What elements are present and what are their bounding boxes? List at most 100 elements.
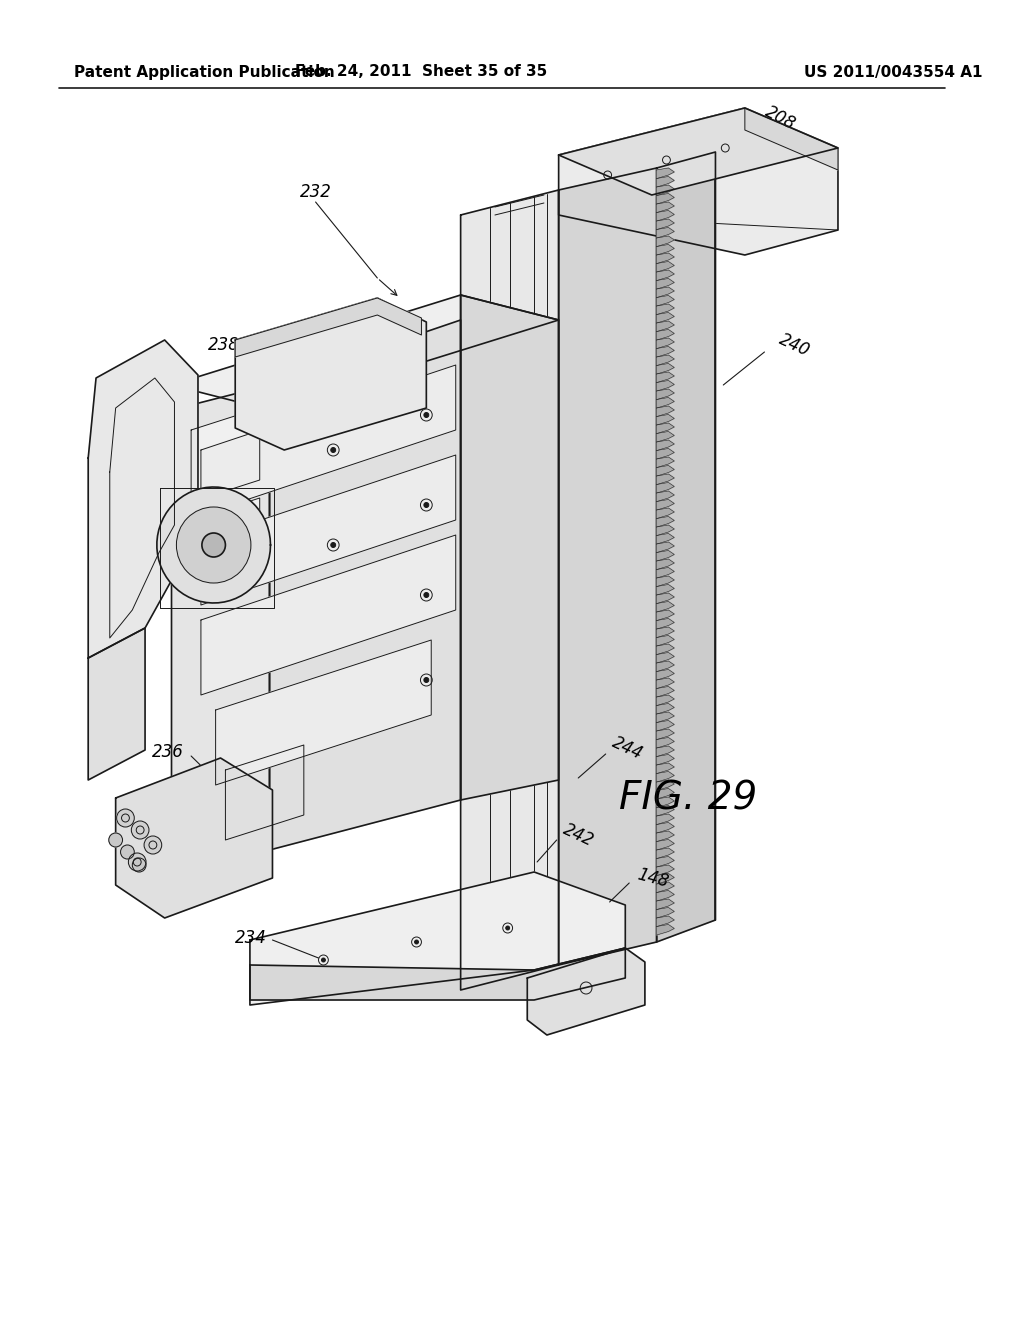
Polygon shape [656,210,674,220]
Polygon shape [656,474,674,484]
Polygon shape [269,319,461,850]
Text: Feb. 24, 2011  Sheet 35 of 35: Feb. 24, 2011 Sheet 35 of 35 [295,65,548,79]
Polygon shape [656,457,674,467]
Polygon shape [656,168,674,178]
Text: 244: 244 [609,733,646,763]
Polygon shape [461,190,559,990]
Circle shape [121,845,134,859]
Text: 238: 238 [208,337,240,354]
Text: US 2011/0043554 A1: US 2011/0043554 A1 [804,65,982,79]
Polygon shape [656,313,674,323]
Polygon shape [656,686,674,697]
Polygon shape [656,321,674,331]
Circle shape [202,533,225,557]
Text: FIG. 29: FIG. 29 [620,779,758,817]
Polygon shape [656,602,674,612]
Polygon shape [656,576,674,586]
Polygon shape [656,355,674,366]
Polygon shape [656,543,674,553]
Polygon shape [88,628,145,780]
Polygon shape [656,661,674,672]
Polygon shape [656,882,674,892]
Polygon shape [236,298,422,356]
Polygon shape [191,408,260,502]
Polygon shape [656,788,674,799]
Circle shape [506,927,510,931]
Polygon shape [559,108,838,255]
Polygon shape [656,202,674,213]
Polygon shape [656,380,674,391]
Polygon shape [171,385,269,875]
Polygon shape [656,422,674,433]
Polygon shape [656,771,674,781]
Circle shape [176,507,251,583]
Polygon shape [656,491,674,502]
Polygon shape [559,108,838,195]
Polygon shape [201,535,456,696]
Polygon shape [656,177,674,187]
Polygon shape [656,414,674,425]
Polygon shape [656,449,674,459]
Polygon shape [656,755,674,766]
Polygon shape [88,341,198,657]
Polygon shape [656,219,674,230]
Polygon shape [656,746,674,756]
Circle shape [109,833,123,847]
Polygon shape [656,593,674,603]
Circle shape [424,412,429,417]
Polygon shape [656,558,674,569]
Polygon shape [656,516,674,527]
Polygon shape [559,168,656,965]
Polygon shape [656,227,674,238]
Circle shape [424,593,429,598]
Polygon shape [656,466,674,477]
Polygon shape [656,916,674,927]
Polygon shape [656,568,674,578]
Polygon shape [656,253,674,264]
Text: Patent Application Publication: Patent Application Publication [74,65,334,79]
Polygon shape [656,261,674,272]
Text: 240: 240 [776,330,813,360]
Polygon shape [656,891,674,902]
Text: 234: 234 [234,929,266,946]
Polygon shape [656,814,674,825]
Polygon shape [656,610,674,620]
Polygon shape [656,271,674,281]
Polygon shape [656,236,674,247]
Polygon shape [656,440,674,450]
Polygon shape [656,286,674,297]
Polygon shape [656,372,674,383]
Polygon shape [656,152,716,942]
Polygon shape [656,244,674,255]
Polygon shape [656,780,674,791]
Circle shape [144,836,162,854]
Polygon shape [201,455,456,605]
Polygon shape [527,948,645,1035]
Polygon shape [250,873,626,1005]
Polygon shape [656,397,674,408]
Text: 148: 148 [635,865,671,891]
Polygon shape [656,389,674,400]
Polygon shape [656,669,674,680]
Polygon shape [461,294,559,800]
Text: 208: 208 [763,103,799,133]
Polygon shape [656,550,674,561]
Polygon shape [656,279,674,289]
Polygon shape [656,304,674,314]
Circle shape [117,809,134,828]
Polygon shape [656,296,674,306]
Polygon shape [656,840,674,850]
Polygon shape [656,899,674,909]
Circle shape [128,853,146,871]
Polygon shape [656,407,674,417]
Polygon shape [656,652,674,663]
Circle shape [424,677,429,682]
Polygon shape [656,696,674,705]
Polygon shape [744,108,838,170]
Polygon shape [656,627,674,638]
Circle shape [415,940,419,944]
Polygon shape [236,298,426,450]
Polygon shape [656,585,674,595]
Polygon shape [656,763,674,774]
Polygon shape [656,525,674,536]
